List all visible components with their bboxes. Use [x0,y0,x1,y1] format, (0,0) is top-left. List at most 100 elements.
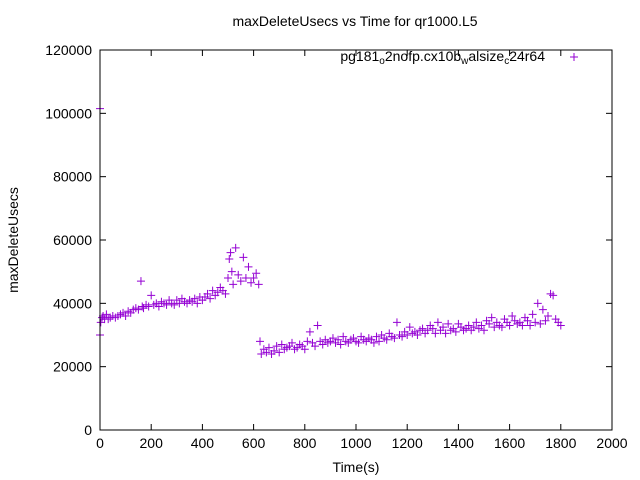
data-point [226,248,235,257]
data-point [403,331,412,339]
data-point [311,342,320,351]
y-tick-label: 40000 [53,295,92,311]
data-point [428,324,437,333]
data-point [497,323,506,332]
legend-marker-symbol [570,53,578,61]
x-tick-label: 1800 [545,435,576,451]
data-point [227,267,236,276]
data-point [264,343,273,352]
data-point [154,302,163,311]
x-tick-label: 1200 [392,435,423,451]
data-point [206,294,215,303]
data-point [249,274,258,282]
data-point [170,300,179,309]
plot-frame [99,49,613,431]
data-point [190,294,199,303]
data-point [472,318,481,327]
data-point [544,312,552,320]
x-axis-label: Time(s) [333,459,380,475]
data-point [487,313,496,322]
data-point [175,299,184,308]
data-point [104,315,113,324]
y-tick-label: 100000 [45,105,92,121]
data-point [272,342,281,351]
data-point [423,326,432,335]
data-point [313,321,322,330]
x-tick-label: 600 [242,435,266,451]
x-tick-label: 1400 [443,435,474,451]
data-point [464,321,473,330]
data-point [336,340,345,349]
data-point [538,305,547,314]
x-tick-label: 0 [96,435,104,451]
y-axis-label: maxDeleteUsecs [5,187,21,293]
data-point [533,299,542,308]
data-point [262,348,271,357]
data-point [526,321,535,330]
data-point [390,334,399,343]
data-point [193,299,202,308]
data-point [136,277,145,286]
axis-ticks: 0 200 400 600 800 1000 1200 1400 1600 1800 2000020… [45,42,627,451]
data-point [441,329,450,338]
data-point [469,323,478,332]
data-point [536,319,545,328]
data-point [431,329,440,338]
data-point [208,286,217,295]
data-point [439,323,448,332]
data-point [549,291,558,300]
y-tick-label: 20000 [53,359,92,375]
data-point [528,310,537,319]
data-point [354,338,363,347]
data-point [303,337,312,346]
data-point [505,321,514,330]
data-point [398,332,407,341]
data-point [369,338,378,347]
data-point [305,327,314,336]
data-point [121,312,130,320]
y-tick-label: 80000 [53,169,92,185]
data-point [236,277,245,286]
data-point [485,319,494,328]
chart-title: maxDeleteUsecs vs Time for qr1000.L5 [232,13,477,29]
y-tick-label: 0 [84,422,92,438]
legend: pg181o2nofp.cx10bwalsizec24r64 [340,48,578,67]
data-point [225,255,234,263]
data-point [234,270,243,279]
data-point [477,321,486,330]
x-tick-label: 1000 [340,435,371,451]
legend-marker [570,53,578,61]
data-point [451,327,460,336]
data-point [288,338,296,347]
data-point [372,332,381,341]
data-point [277,340,286,349]
data-point [252,269,261,278]
data-point [244,262,253,271]
data-point [405,323,414,332]
data-points [96,104,565,358]
data-point [480,326,488,335]
data-point [318,340,327,349]
data-point [328,334,337,343]
data-point [413,331,422,339]
data-point [231,243,240,252]
data-point [254,280,263,289]
data-point [518,321,527,330]
legend-label: pg181o2nofp.cx10bwalsizec24r64 [340,48,545,67]
data-point [162,300,171,309]
data-point [433,318,442,327]
data-point [392,318,401,327]
data-point [339,332,348,341]
data-point [531,318,540,327]
data-point [224,274,232,282]
data-point [375,337,384,346]
data-point [257,350,266,358]
data-point [213,288,222,297]
data-point [134,305,143,314]
x-tick-label: 200 [140,435,164,451]
data-point [418,324,427,333]
x-tick-label: 400 [191,435,215,451]
data-point [334,335,343,344]
y-tick-label: 120000 [45,42,92,58]
data-point [300,345,309,354]
